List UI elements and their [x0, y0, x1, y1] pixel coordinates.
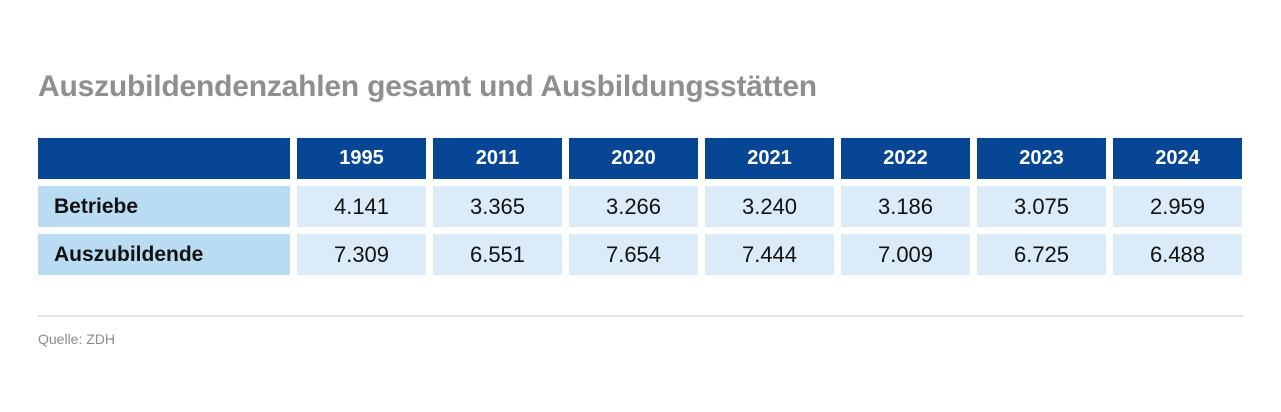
- table-cell: 6.725: [977, 234, 1106, 275]
- data-table: 1995 2011 2020 2021 2022 2023 2024 Betri…: [38, 138, 1242, 275]
- table-cell: 6.488: [1113, 234, 1242, 275]
- column-header: 2024: [1113, 138, 1242, 179]
- table-cell: 7.654: [569, 234, 698, 275]
- table-cell: 3.365: [433, 186, 562, 227]
- table-cell: 3.075: [977, 186, 1106, 227]
- row-label: Auszubildende: [38, 234, 290, 275]
- source-note: Quelle: ZDH: [38, 331, 116, 347]
- footer-divider: [38, 315, 1243, 317]
- table-cell: 4.141: [297, 186, 426, 227]
- table-cell: 7.444: [705, 234, 834, 275]
- table-cell: 7.009: [841, 234, 970, 275]
- table-cell: 3.240: [705, 186, 834, 227]
- column-header: 2021: [705, 138, 834, 179]
- table-cell: 2.959: [1113, 186, 1242, 227]
- column-header: 1995: [297, 138, 426, 179]
- chart-title: Auszubildendenzahlen gesamt und Ausbildu…: [38, 70, 817, 103]
- column-header: 2023: [977, 138, 1106, 179]
- table-cell: 3.186: [841, 186, 970, 227]
- table-cell: 6.551: [433, 234, 562, 275]
- column-header: 2022: [841, 138, 970, 179]
- row-label: Betriebe: [38, 186, 290, 227]
- table-cell: 7.309: [297, 234, 426, 275]
- table-header-corner: [38, 138, 290, 179]
- table-cell: 3.266: [569, 186, 698, 227]
- column-header: 2020: [569, 138, 698, 179]
- column-header: 2011: [433, 138, 562, 179]
